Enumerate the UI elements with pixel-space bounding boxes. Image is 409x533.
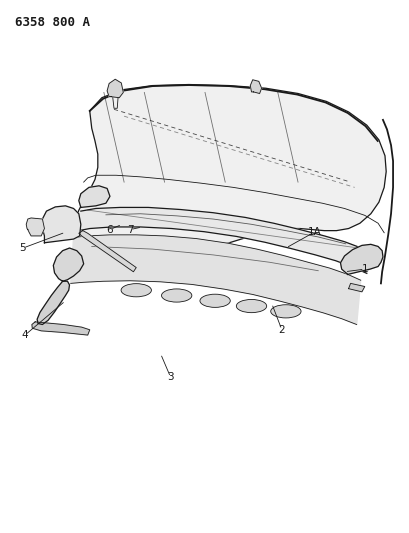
- Polygon shape: [70, 235, 360, 325]
- Ellipse shape: [121, 284, 151, 297]
- Polygon shape: [37, 281, 70, 325]
- Text: 1: 1: [361, 264, 367, 274]
- Text: 6358 800 A: 6358 800 A: [15, 16, 90, 29]
- Ellipse shape: [236, 300, 266, 313]
- Ellipse shape: [200, 294, 230, 308]
- Polygon shape: [79, 231, 136, 272]
- Polygon shape: [79, 207, 374, 273]
- Polygon shape: [249, 80, 261, 93]
- Text: 4: 4: [22, 330, 28, 340]
- Polygon shape: [53, 248, 83, 281]
- Ellipse shape: [161, 289, 191, 302]
- Polygon shape: [339, 244, 382, 274]
- Polygon shape: [76, 85, 385, 254]
- Polygon shape: [107, 79, 123, 98]
- Ellipse shape: [270, 305, 300, 318]
- Text: 3: 3: [167, 372, 173, 382]
- Text: 1A: 1A: [307, 227, 320, 237]
- Text: 2: 2: [278, 325, 285, 335]
- Text: 5: 5: [20, 243, 26, 253]
- Polygon shape: [32, 322, 90, 335]
- Text: 7: 7: [126, 224, 133, 235]
- Polygon shape: [79, 186, 110, 207]
- Polygon shape: [42, 206, 81, 243]
- Polygon shape: [348, 284, 364, 292]
- Text: 6: 6: [106, 224, 113, 235]
- Polygon shape: [26, 218, 44, 236]
